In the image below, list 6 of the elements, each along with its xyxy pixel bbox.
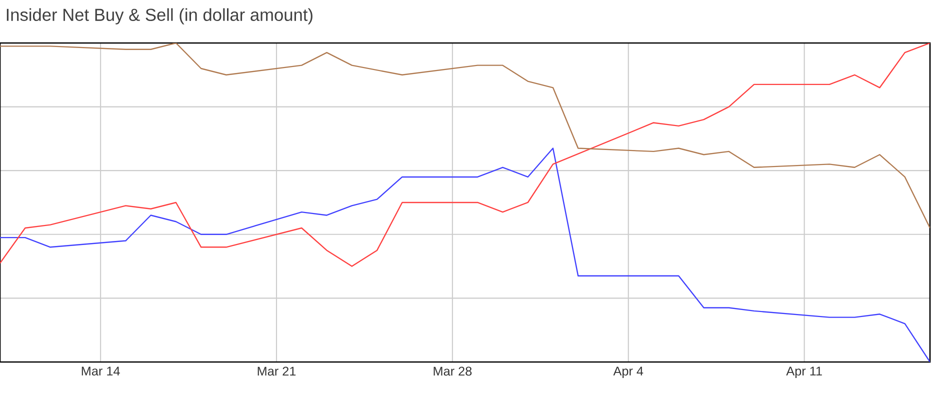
x-tick-label: Mar 28: [434, 366, 472, 376]
x-tick-label: Mar 14: [82, 366, 120, 376]
x-tick-label: Apr 11: [786, 366, 822, 378]
x-tick-label: Mar 21: [258, 366, 296, 376]
x-tick-label: Apr 4: [613, 366, 644, 378]
chart-title: Insider Net Buy & Sell (in dollar amount): [6, 8, 312, 24]
